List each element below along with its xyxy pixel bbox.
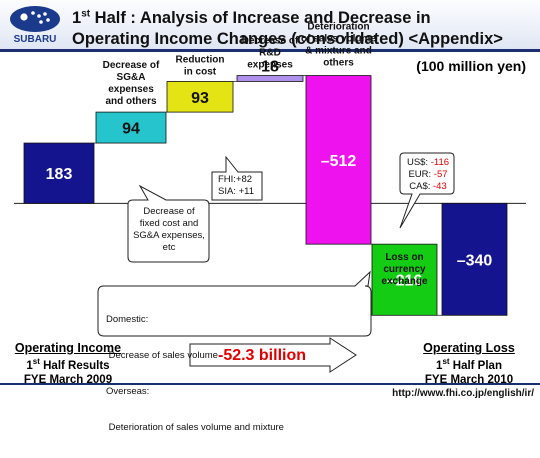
currency-usd: US$: -116 (406, 157, 450, 168)
title-line2: Operating Income Changes (consolidated) … (72, 29, 503, 48)
currency-eur: EUR: -57 (408, 169, 448, 180)
category-label-3: Decrease of R&D expenses (242, 36, 299, 71)
bar-3 (236, 75, 304, 82)
currency-callout (399, 152, 455, 229)
footer-rule (0, 383, 540, 385)
value-label-3: 18 (261, 59, 279, 76)
title-rule (0, 49, 540, 52)
volume-callout-text: Domestic: Decrease of sales volume Overs… (106, 314, 284, 433)
footer-url: http://www.fhi.co.jp/english/ir/ (392, 388, 534, 399)
subsidiary-callout-text: FHI:+82 SIA: +11 (218, 174, 255, 197)
fixed-cost-callout-text: Decrease of fixed cost and SG&A expenses… (133, 206, 205, 253)
subsidiary-callout (211, 155, 263, 201)
volume-callout (97, 270, 372, 337)
bar-1 (95, 111, 167, 144)
value-label-5: –216 (387, 273, 423, 290)
page-title: 1st Half : Analysis of Increase and Decr… (72, 3, 503, 50)
slide: SUBARU 1st Half : Analysis of Increase a… (0, 0, 540, 433)
subaru-logo: SUBARU (10, 6, 60, 44)
value-label-4: –512 (321, 153, 357, 170)
bar-4 (305, 75, 372, 245)
brand-text: SUBARU (14, 34, 57, 44)
bar-5 (371, 243, 438, 316)
fixed-cost-callout (127, 184, 210, 263)
bar-2 (166, 81, 234, 113)
title-bar (0, 0, 540, 50)
value-label-1: 94 (122, 121, 140, 138)
bar-0 (23, 142, 95, 204)
currency-cad: CA$: -43 (409, 181, 447, 192)
category-label-2: Reduction in cost (176, 54, 225, 77)
end-period-label: Operating Loss 1st Half Plan FYE March 2… (423, 341, 515, 386)
value-label-0: 183 (46, 166, 73, 183)
waterfall-chart: 183 94 93 18 –512 –216 –340 Decrease of SG&A exp… (14, 22, 526, 373)
category-label-1: Decrease of SG&A expenses and others (103, 60, 160, 107)
category-label-5: Loss on currency exchange (381, 252, 428, 287)
category-label-4: Deterioration of sales volume & mixture an… (301, 22, 376, 69)
value-label-6: –340 (457, 252, 493, 269)
start-period-label: Operating Income 1st Half Results FYE Ma… (14, 341, 122, 386)
title-line1: 1st Half : Analysis of Increase and Decr… (72, 8, 431, 27)
bar-6 (441, 202, 508, 316)
decrease-amount: -52.3 billion (218, 347, 306, 364)
currency-callout-text: US$: -116 EUR: -57 CA$: -43 (402, 157, 454, 193)
value-label-2: 93 (191, 90, 209, 107)
decrease-arrow (189, 337, 357, 373)
unit-label: (100 million yen) (416, 58, 526, 74)
